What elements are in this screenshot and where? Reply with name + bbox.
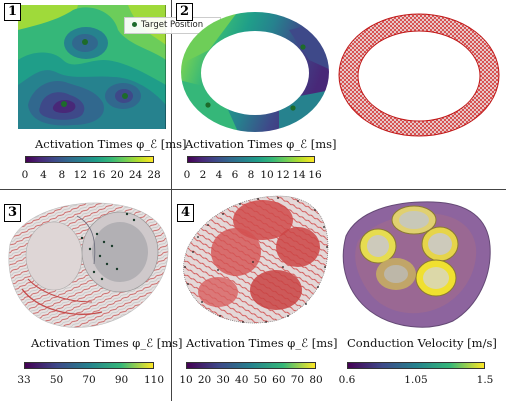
colorbar-tick-label: 70 bbox=[290, 374, 305, 386]
panel-5-conduction-velocity-heart bbox=[342, 201, 491, 328]
colorbar-tick-label: 0.6 bbox=[338, 374, 356, 386]
panel-2-label: 2 bbox=[176, 3, 193, 21]
colorbar-tick-label: 50 bbox=[49, 374, 64, 386]
panel-1-colorbar bbox=[25, 156, 154, 163]
colorbar-tick-label: 80 bbox=[309, 374, 323, 386]
colorbar-tick-label: 60 bbox=[272, 374, 286, 386]
panel-2-ring-map bbox=[179, 10, 331, 134]
colorbar-tick-label: 10 bbox=[179, 374, 193, 386]
panel-4-axis-title: Activation Times φ_ℰ [ms] bbox=[186, 336, 338, 350]
colorbar-tick-label: 14 bbox=[292, 169, 306, 181]
vertical-divider-top bbox=[171, 0, 172, 189]
panel-5-axis-title: Conduction Velocity [m/s] bbox=[347, 336, 497, 350]
colorbar-tick-label: 30 bbox=[216, 374, 230, 386]
panel-4-label: 4 bbox=[177, 204, 194, 222]
colorbar-tick-label: 0 bbox=[183, 169, 191, 181]
colorbar-tick-label: 24 bbox=[128, 169, 143, 181]
colorbar-tick-label: 50 bbox=[253, 374, 267, 386]
colorbar-tick-label: 6 bbox=[231, 169, 239, 181]
panel-2-colorbar bbox=[187, 156, 315, 163]
colorbar-tick-label: 40 bbox=[235, 374, 249, 386]
colorbar-tick-label: 12 bbox=[276, 169, 290, 181]
colorbar-tick-label: 110 bbox=[143, 374, 165, 386]
panel-4-heart-fibers bbox=[183, 195, 329, 324]
colorbar-tick-label: 33 bbox=[17, 374, 31, 386]
colorbar-tick-label: 4 bbox=[40, 169, 47, 181]
colorbar-tick-label: 28 bbox=[147, 169, 161, 181]
colorbar-tick-label: 70 bbox=[82, 374, 96, 386]
colorbar-tick-label: 2 bbox=[199, 169, 207, 181]
panel-1-axis-title: Activation Times φ_ℰ [ms] bbox=[35, 137, 187, 151]
panel-1-contour-map bbox=[18, 5, 166, 129]
colorbar-tick-label: 8 bbox=[58, 169, 66, 181]
panel-5-colorbar bbox=[347, 362, 485, 369]
panel-2-axis-title: Activation Times φ_ℰ [ms] bbox=[185, 137, 337, 151]
panel-3-colorbar bbox=[24, 362, 154, 369]
colorbar-tick-label: 16 bbox=[308, 169, 322, 181]
panel-1-label: 1 bbox=[4, 3, 21, 21]
colorbar-tick-label: 4 bbox=[215, 169, 223, 181]
panel-3-label: 3 bbox=[4, 204, 21, 222]
colorbar-tick-label: 20 bbox=[110, 169, 124, 181]
colorbar-tick-label: 16 bbox=[92, 169, 106, 181]
colorbar-tick-label: 8 bbox=[247, 169, 255, 181]
panel-3-heart-fibers bbox=[8, 202, 169, 328]
panel-2-mesh-ring bbox=[337, 12, 501, 138]
horizontal-divider bbox=[0, 189, 506, 190]
colorbar-tick-label: 1.5 bbox=[476, 374, 494, 386]
colorbar-tick-label: 0 bbox=[21, 169, 29, 181]
legend-label: Target Position bbox=[141, 20, 204, 30]
panel-3-axis-title: Activation Times φ_ℰ [ms] bbox=[31, 336, 183, 350]
legend-marker bbox=[132, 22, 137, 27]
colorbar-tick-label: 90 bbox=[114, 374, 129, 386]
colorbar-tick-label: 1.05 bbox=[404, 374, 428, 386]
colorbar-tick-label: 20 bbox=[197, 374, 212, 386]
colorbar-tick-label: 10 bbox=[260, 169, 274, 181]
panel-4-colorbar bbox=[186, 362, 316, 369]
colorbar-tick-label: 12 bbox=[73, 169, 87, 181]
vertical-divider-bottom bbox=[171, 190, 172, 401]
